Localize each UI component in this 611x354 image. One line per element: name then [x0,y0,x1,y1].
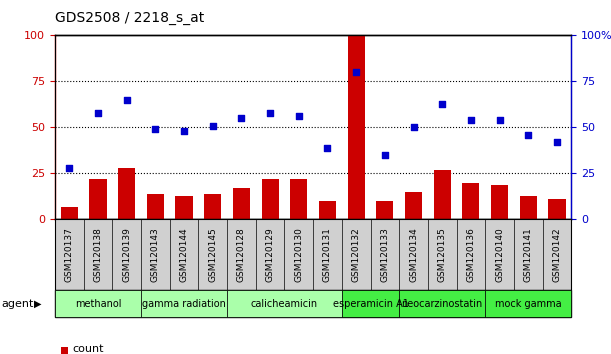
Bar [434,170,451,219]
Text: gamma radiation: gamma radiation [142,298,226,309]
Text: GDS2508 / 2218_s_at: GDS2508 / 2218_s_at [55,11,204,25]
Bar [147,194,164,219]
Bar [405,192,422,219]
Bar [399,290,485,317]
Text: GSM120144: GSM120144 [180,228,189,282]
Point [265,110,275,115]
Point [409,125,419,130]
Point [122,97,131,103]
Text: GSM120128: GSM120128 [237,228,246,282]
Text: GSM120132: GSM120132 [352,228,360,282]
Point [552,139,562,145]
Point [236,115,246,121]
Text: calicheamicin: calicheamicin [251,298,318,309]
Point [437,101,447,106]
Text: GSM120131: GSM120131 [323,227,332,282]
Text: ▶: ▶ [34,298,41,309]
Text: GSM120143: GSM120143 [151,228,160,282]
Bar [175,195,192,219]
Bar [520,195,537,219]
Text: esperamicin A1: esperamicin A1 [332,298,408,309]
Text: agent: agent [1,298,34,309]
Bar [233,188,250,219]
Bar [376,201,393,219]
Text: GSM120136: GSM120136 [466,227,475,282]
Bar [89,179,107,219]
Text: count: count [72,344,104,354]
Text: GSM120142: GSM120142 [552,228,562,282]
Bar [55,290,141,317]
Text: GSM120137: GSM120137 [65,227,74,282]
Bar [141,290,227,317]
Bar [342,290,399,317]
Text: GSM120130: GSM120130 [295,227,303,282]
Point [64,165,74,171]
Bar [60,207,78,219]
Text: GSM120129: GSM120129 [266,228,274,282]
Point [179,128,189,134]
Text: GSM120135: GSM120135 [437,227,447,282]
Point [150,126,160,132]
Point [380,152,390,158]
Bar [262,179,279,219]
Point [93,110,103,115]
Point [466,117,476,123]
Point [294,114,304,119]
Point [208,123,218,129]
Bar [227,290,342,317]
Bar [485,290,571,317]
Text: neocarzinostatin: neocarzinostatin [401,298,483,309]
Point [524,132,533,138]
Bar [491,184,508,219]
Text: GSM120138: GSM120138 [93,227,103,282]
Text: GSM120145: GSM120145 [208,228,218,282]
Text: GSM120134: GSM120134 [409,228,418,282]
Text: GSM120139: GSM120139 [122,227,131,282]
Text: GSM120140: GSM120140 [495,228,504,282]
Text: mock gamma: mock gamma [495,298,562,309]
Bar [463,183,480,219]
Point [323,145,332,150]
Bar [548,199,566,219]
Bar [118,168,135,219]
Bar [348,35,365,219]
Text: GSM120141: GSM120141 [524,228,533,282]
Bar [319,201,336,219]
Bar [290,179,307,219]
Point [495,117,505,123]
Text: GSM120133: GSM120133 [380,227,389,282]
Point [351,69,361,75]
Text: methanol: methanol [75,298,121,309]
Bar [204,194,221,219]
